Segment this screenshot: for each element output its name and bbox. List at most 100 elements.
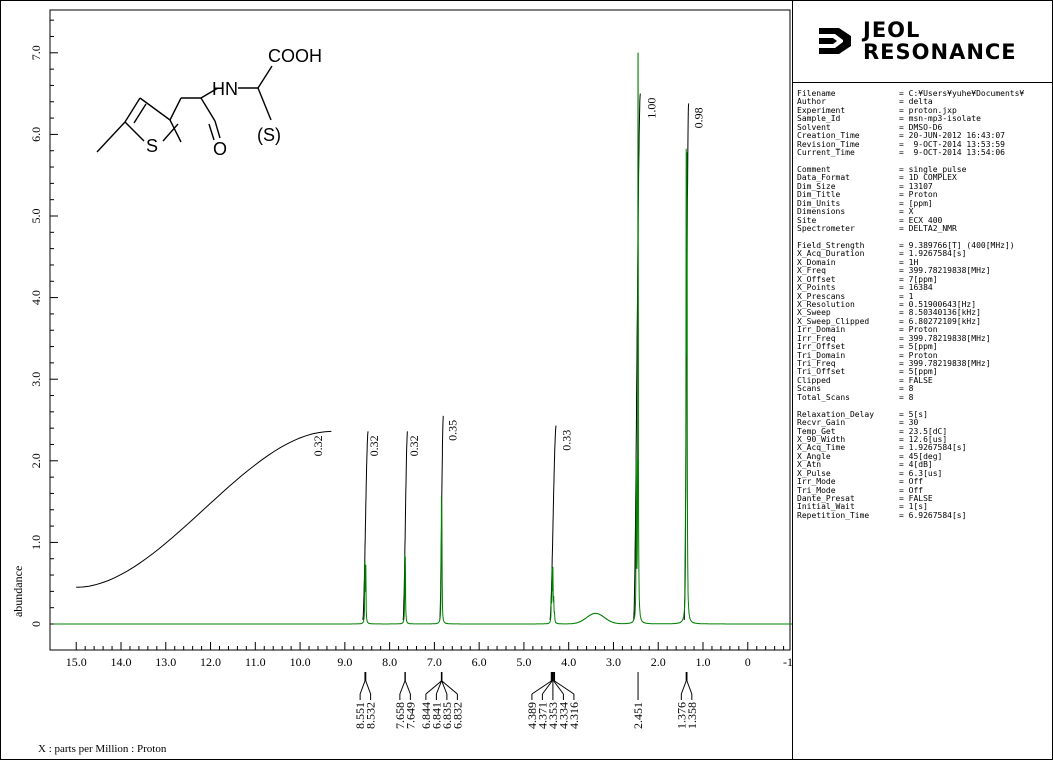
- parameter-row: Filename = C:¥Users¥yuhe¥Documents¥: [797, 90, 1052, 98]
- parameter-value: = 0.51900643[Hz]: [899, 299, 977, 309]
- parameter-value: = [ppm]: [899, 198, 933, 208]
- parameter-row: X_Points = 16384: [797, 283, 1052, 292]
- peak-ppm-label: 6.832: [450, 702, 464, 729]
- parameter-row: Author = delta: [797, 97, 1052, 107]
- parameter-panel: JEOL RESONANCE Filename = C:¥Users¥yuhe¥D…: [792, 0, 1053, 760]
- integral-curve: [633, 93, 641, 620]
- parameter-row: Sample_Id = msn-mp3-isolate: [797, 114, 1052, 123]
- parameter-row: Site = ECX 400: [797, 216, 1052, 225]
- x-tick-label: 1.0: [696, 655, 711, 669]
- parameter-row: Current_Time = 9-OCT-2014 13:54:06: [797, 148, 1052, 157]
- bond: [169, 97, 182, 121]
- parameter-key: X_Angle: [797, 451, 831, 461]
- parameter-key: X_Atn: [797, 460, 822, 470]
- integral-value-label: 0.32: [311, 435, 325, 456]
- peak-marker-link: [365, 680, 372, 695]
- parameter-key: Repetition_Time: [797, 510, 870, 520]
- parameter-key: Relaxation_Delay: [797, 409, 875, 419]
- parameter-row: Revision_Time = 9-OCT-2014 13:53:59: [797, 140, 1052, 149]
- peak-marker-link: [553, 680, 564, 695]
- parameter-value: = C:¥Users¥yuhe¥Documents¥: [899, 90, 1025, 98]
- peak-marker-link: [435, 680, 442, 695]
- parameter-key: Spectrometer: [797, 224, 855, 233]
- atom-label-sulfur: S: [146, 136, 158, 156]
- x-tick-label: 3.0: [606, 655, 621, 669]
- peak-marker-link: [680, 680, 687, 695]
- x-tick-label: -1.0: [783, 655, 792, 669]
- acquisition-parameters: Filename = C:¥Users¥yuhe¥Documents¥ Author…: [797, 90, 1052, 520]
- parameter-key: Temp_Get: [797, 426, 836, 436]
- y-tick-label: 7.0: [29, 45, 43, 60]
- parameter-row: Clipped = FALSE: [797, 376, 1052, 385]
- parameter-key: Comment: [797, 164, 831, 174]
- parameter-key: Dim_Title: [797, 190, 841, 200]
- parameter-key: X_Freq: [797, 266, 826, 276]
- parameter-key: X_Offset: [797, 274, 836, 284]
- parameter-key: X_Sweep_Clipped: [797, 316, 870, 326]
- x-tick-label: 6.0: [472, 655, 487, 669]
- parameter-value: = 6.3[us]: [899, 468, 943, 478]
- x-tick-label: 11.0: [245, 655, 266, 669]
- parameter-key: Irr_Freq: [797, 333, 836, 343]
- parameter-row: Temp_Get = 23.5[dC]: [797, 426, 1052, 436]
- parameter-row: Dim_Units = [ppm]: [797, 198, 1052, 208]
- atom-label-hn: HN: [212, 79, 238, 99]
- parameter-key: Tri_Mode: [797, 485, 836, 495]
- parameter-key: X_Pulse: [797, 468, 831, 478]
- x-tick-label: 0: [745, 655, 751, 669]
- parameter-value: = 399.78219838[MHz]: [899, 359, 991, 368]
- peak-ppm-label: 8.532: [364, 702, 378, 729]
- parameter-value: = 6.9267584[s]: [899, 510, 967, 520]
- nmr-spectrum-chart: 01.02.03.04.05.06.07.0 15.0 14.0 13.0 12.0 1…: [11, 9, 792, 729]
- bond: [124, 97, 141, 123]
- parameter-key: Dim_Units: [797, 198, 841, 208]
- parameter-row: Total_Scans = 8: [797, 392, 1052, 402]
- y-tick-label: 1.0: [29, 535, 43, 550]
- parameter-row: Dim_Title = Proton: [797, 190, 1052, 200]
- bond: [133, 103, 147, 124]
- parameter-row: X_Acq_Duration = 1.9267584[s]: [797, 249, 1052, 259]
- parameter-key: Dimensions: [797, 207, 846, 217]
- parameter-value: = Off: [899, 485, 924, 495]
- parameter-row: X_Resolution = 0.51900643[Hz]: [797, 299, 1052, 309]
- peak-ppm-label: 6.835: [440, 702, 454, 729]
- parameter-key: X_90_Width: [797, 434, 846, 444]
- peak-marker-link: [542, 680, 553, 695]
- plot-area-border: [49, 9, 791, 651]
- parameter-key: Data_Format: [797, 173, 850, 183]
- parameter-row: Recvr_Gain = 30: [797, 418, 1052, 427]
- parameter-value: = Off: [899, 477, 924, 487]
- parameter-key: Tri_Domain: [797, 350, 846, 360]
- parameter-row: Dim_Size = 13107: [797, 182, 1052, 191]
- parameter-key: Irr_Offset: [797, 342, 846, 352]
- y-axis: 0 1.0 2.0 3.0 4.0 5.0 6.0 7.0: [29, 19, 58, 627]
- parameter-row: Solvent = DMSO-D6: [797, 122, 1052, 132]
- parameter-key: X_Prescans: [797, 291, 846, 301]
- parameter-key: X_Resolution: [797, 299, 855, 309]
- x-tick-label: 4.0: [561, 655, 576, 669]
- y-tick-label: 6.0: [29, 127, 43, 142]
- parameter-key: Dante_Presat: [797, 494, 855, 503]
- parameter-value: = 8.50340136[kHz]: [899, 308, 981, 318]
- parameter-value: = Proton: [899, 350, 938, 360]
- parameter-value: = proton.jxp: [899, 105, 957, 115]
- parameter-value: = Proton: [899, 325, 938, 335]
- parameter-value: = 7[ppm]: [899, 274, 938, 284]
- parameter-value: = 12.6[us]: [899, 434, 948, 444]
- integral-value-label: 0.35: [445, 420, 459, 441]
- x-tick-label: 10.0: [290, 655, 311, 669]
- parameter-key: Total_Scans: [797, 392, 850, 402]
- parameter-row: Tri_Mode = Off: [797, 485, 1052, 495]
- parameter-row: Comment = single_pulse: [797, 164, 1052, 174]
- integral-value-label: 0.32: [407, 435, 421, 456]
- parameter-value: = X: [899, 207, 914, 217]
- parameter-value: = 8: [899, 384, 914, 394]
- parameter-row: Initial_Wait = 1[s]: [797, 502, 1052, 511]
- parameter-value: = 5[s]: [899, 409, 928, 419]
- parameter-value: = 1.9267584[s]: [899, 249, 967, 259]
- parameter-key: Author: [797, 97, 826, 107]
- integral-value-label: 0.33: [559, 430, 573, 451]
- atom-label-cooh: COOH: [268, 46, 322, 66]
- parameter-value: = DMSO-D6: [899, 122, 943, 132]
- y-tick-label: 2.0: [29, 453, 43, 468]
